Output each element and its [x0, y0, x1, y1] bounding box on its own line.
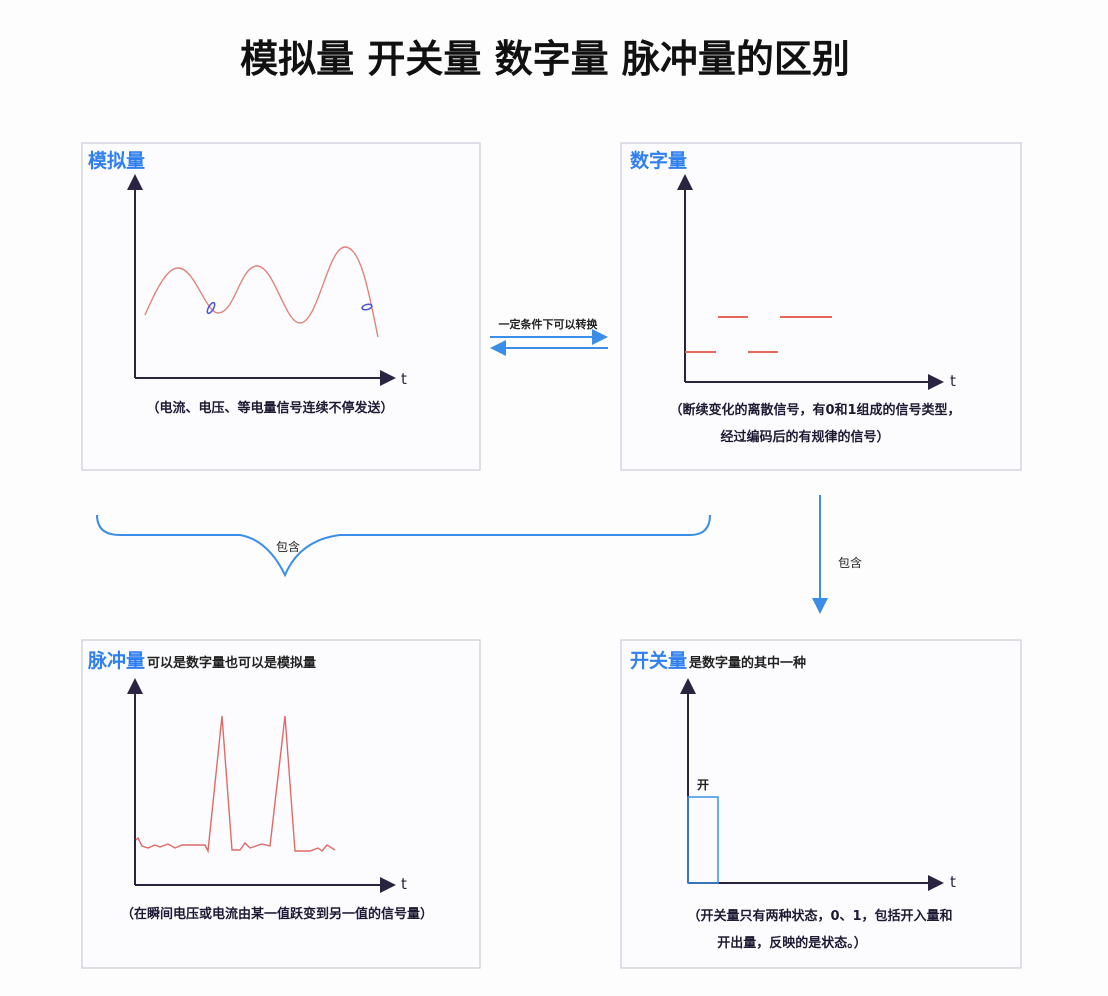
- pulse-heading: 脉冲量 可以是数字量也可以是模拟量: [87, 649, 316, 672]
- t-axis-label: t: [950, 372, 956, 390]
- on-label: 开: [697, 778, 709, 792]
- on-state-pulse: [687, 796, 719, 884]
- digital-caption-line1: （断续变化的离散信号，有0和1组成的信号类型，: [669, 402, 960, 418]
- switch-caption-line1: （开关量只有两种状态，0、1，包括开入量和: [687, 908, 952, 924]
- t-axis-label: t: [401, 875, 407, 893]
- analog-wave: [144, 246, 379, 338]
- convert-connector: 一定条件下可以转换: [490, 317, 608, 356]
- pulse-wave: [135, 715, 336, 854]
- down-connector: 包含: [812, 495, 862, 614]
- digital-panel: 数字量 t （断续变化的离散信号，有0和1组成的信号类型， 经过编码后的有规律的…: [620, 142, 1022, 471]
- pulse-caption: （在瞬间电压或电流由某一值跃变到另一值的信号量）: [121, 906, 433, 922]
- t-axis-label: t: [950, 873, 956, 891]
- brace-label: 包含: [276, 539, 300, 554]
- brace: [96, 514, 711, 578]
- analog-panel: 模拟量 t （电流、电压、等电量信号连续不停发送）: [81, 142, 481, 471]
- pulse-panel: 脉冲量 可以是数字量也可以是模拟量 t （在瞬间电压或电流由某一值跃变到另一值的信…: [81, 639, 481, 969]
- t-axis-label: t: [401, 370, 407, 388]
- switch-heading: 开关量 是数字量的其中一种: [630, 649, 806, 672]
- analog-heading: 模拟量: [88, 149, 145, 172]
- mark-1: [206, 301, 216, 315]
- convert-label: 一定条件下可以转换: [499, 317, 599, 331]
- digital-heading: 数字量: [630, 149, 687, 172]
- down-label: 包含: [838, 555, 862, 570]
- page-title: 模拟量 开关量 数字量 脉冲量的区别: [240, 37, 850, 81]
- brace-connector: 包含: [96, 514, 711, 578]
- digital-caption-line2: 经过编码后的有规律的信号）: [720, 429, 889, 445]
- switch-panel: 开关量 是数字量的其中一种 t 开 （开关量只有两种状态，0、1，包括开入量和 开…: [620, 639, 1022, 969]
- switch-caption-line2: 开出量，反映的是状态。）: [717, 935, 867, 951]
- mark-0: [361, 303, 373, 311]
- analog-caption: （电流、电压、等电量信号连续不停发送）: [146, 400, 393, 416]
